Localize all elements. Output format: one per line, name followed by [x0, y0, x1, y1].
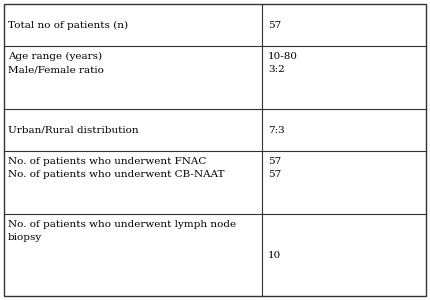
- Text: Age range (years)
Male/Female ratio: Age range (years) Male/Female ratio: [8, 52, 104, 74]
- Text: 7:3: 7:3: [268, 126, 285, 135]
- Text: 10: 10: [268, 250, 282, 260]
- Text: 57: 57: [268, 20, 282, 29]
- Text: No. of patients who underwent lymph node
biopsy: No. of patients who underwent lymph node…: [8, 220, 236, 242]
- Text: Total no of patients (n): Total no of patients (n): [8, 20, 128, 30]
- Text: 57
57: 57 57: [268, 157, 282, 179]
- Text: 10-80
3:2: 10-80 3:2: [268, 52, 298, 74]
- Text: Urban/Rural distribution: Urban/Rural distribution: [8, 126, 138, 135]
- Text: No. of patients who underwent FNAC
No. of patients who underwent CB-NAAT: No. of patients who underwent FNAC No. o…: [8, 157, 224, 179]
